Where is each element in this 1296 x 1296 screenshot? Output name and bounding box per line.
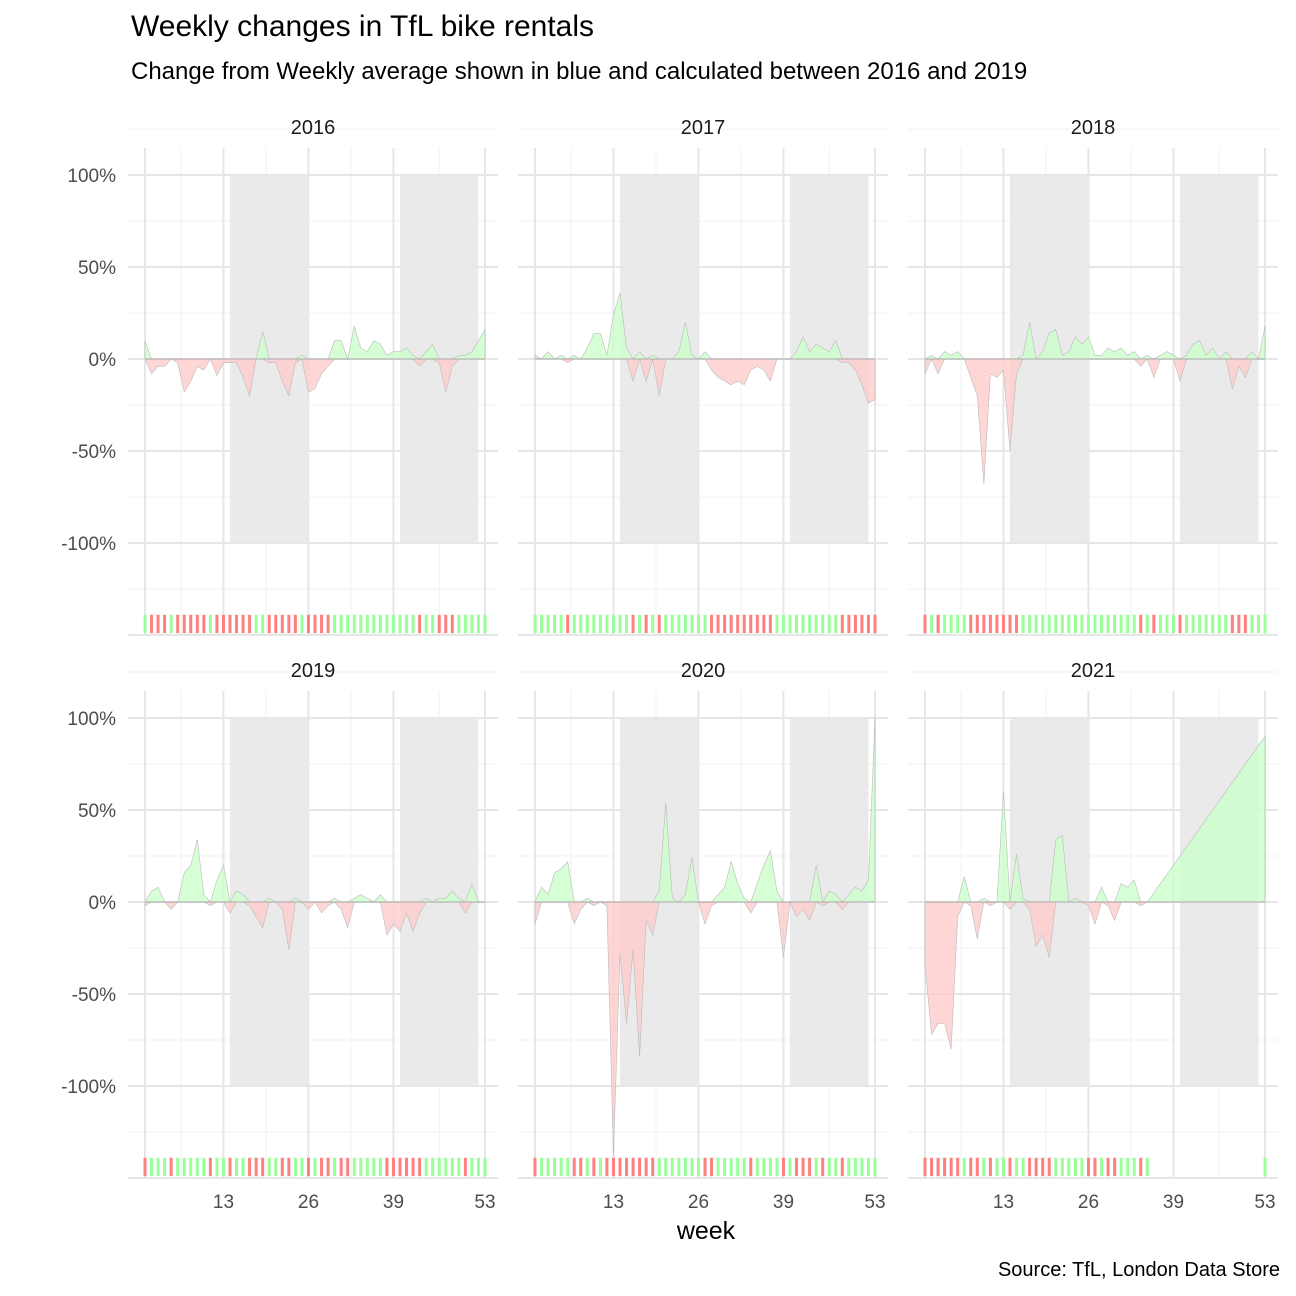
x-tick-label: 13 — [993, 1192, 1014, 1213]
facet-label-2020: 2020 — [681, 660, 726, 682]
y-tick-label: 100% — [67, 166, 116, 187]
facet-label-2021: 2021 — [1071, 660, 1116, 682]
y-tick-label: 50% — [78, 258, 116, 279]
facet-panel-2020: 2020 13 26 39 53 — [518, 660, 888, 1213]
x-tick-label: 53 — [864, 1192, 885, 1213]
y-tick-label: -100% — [61, 534, 116, 555]
y-tick-label: 0% — [89, 350, 117, 371]
y-tick-label: -50% — [72, 442, 116, 463]
y-tick-label: 100% — [67, 709, 116, 730]
facet-panel-2018: 2018 — [908, 117, 1278, 636]
chart-title: Weekly changes in TfL bike rentals — [131, 10, 595, 43]
positive-area-2017 — [534, 292, 875, 360]
x-tick-label: 39 — [1163, 1192, 1184, 1213]
facet-label-2019: 2019 — [291, 660, 336, 682]
y-tick-label: -100% — [61, 1077, 116, 1098]
x-axis-title: week — [676, 1217, 736, 1245]
facet-panel-2016: 2016 100% 50% 0% -50% -100% — [61, 117, 498, 636]
y-tick-label: 0% — [89, 893, 117, 914]
facet-label-2017: 2017 — [681, 117, 726, 139]
facet-panel-2019: 2019 100% 50% 0% -50% -100% 13 26 39 53 — [61, 660, 498, 1213]
y-tick-label: 50% — [78, 801, 116, 822]
negative-area-2016 — [144, 358, 485, 397]
facet-panel-2021: 2021 13 26 39 53 — [908, 660, 1278, 1213]
source-caption: Source: TfL, London Data Store — [997, 1259, 1280, 1281]
x-tick-label: 39 — [773, 1192, 794, 1213]
x-tick-label: 13 — [213, 1192, 234, 1213]
x-tick-label: 53 — [474, 1192, 495, 1213]
x-tick-label: 13 — [603, 1192, 624, 1213]
x-tick-label: 26 — [688, 1192, 709, 1213]
facet-label-2016: 2016 — [291, 117, 336, 139]
facet-panel-2017: 2017 — [518, 117, 888, 636]
negative-area-2021 — [924, 901, 1265, 1050]
x-tick-label: 26 — [1078, 1192, 1099, 1213]
x-tick-label: 26 — [298, 1192, 319, 1213]
y-tick-label: -50% — [72, 985, 116, 1006]
x-tick-label: 39 — [383, 1192, 404, 1213]
facet-label-2018: 2018 — [1071, 117, 1116, 139]
chart-subtitle: Change from Weekly average shown in blue… — [131, 58, 1028, 85]
x-tick-label: 53 — [1254, 1192, 1275, 1213]
